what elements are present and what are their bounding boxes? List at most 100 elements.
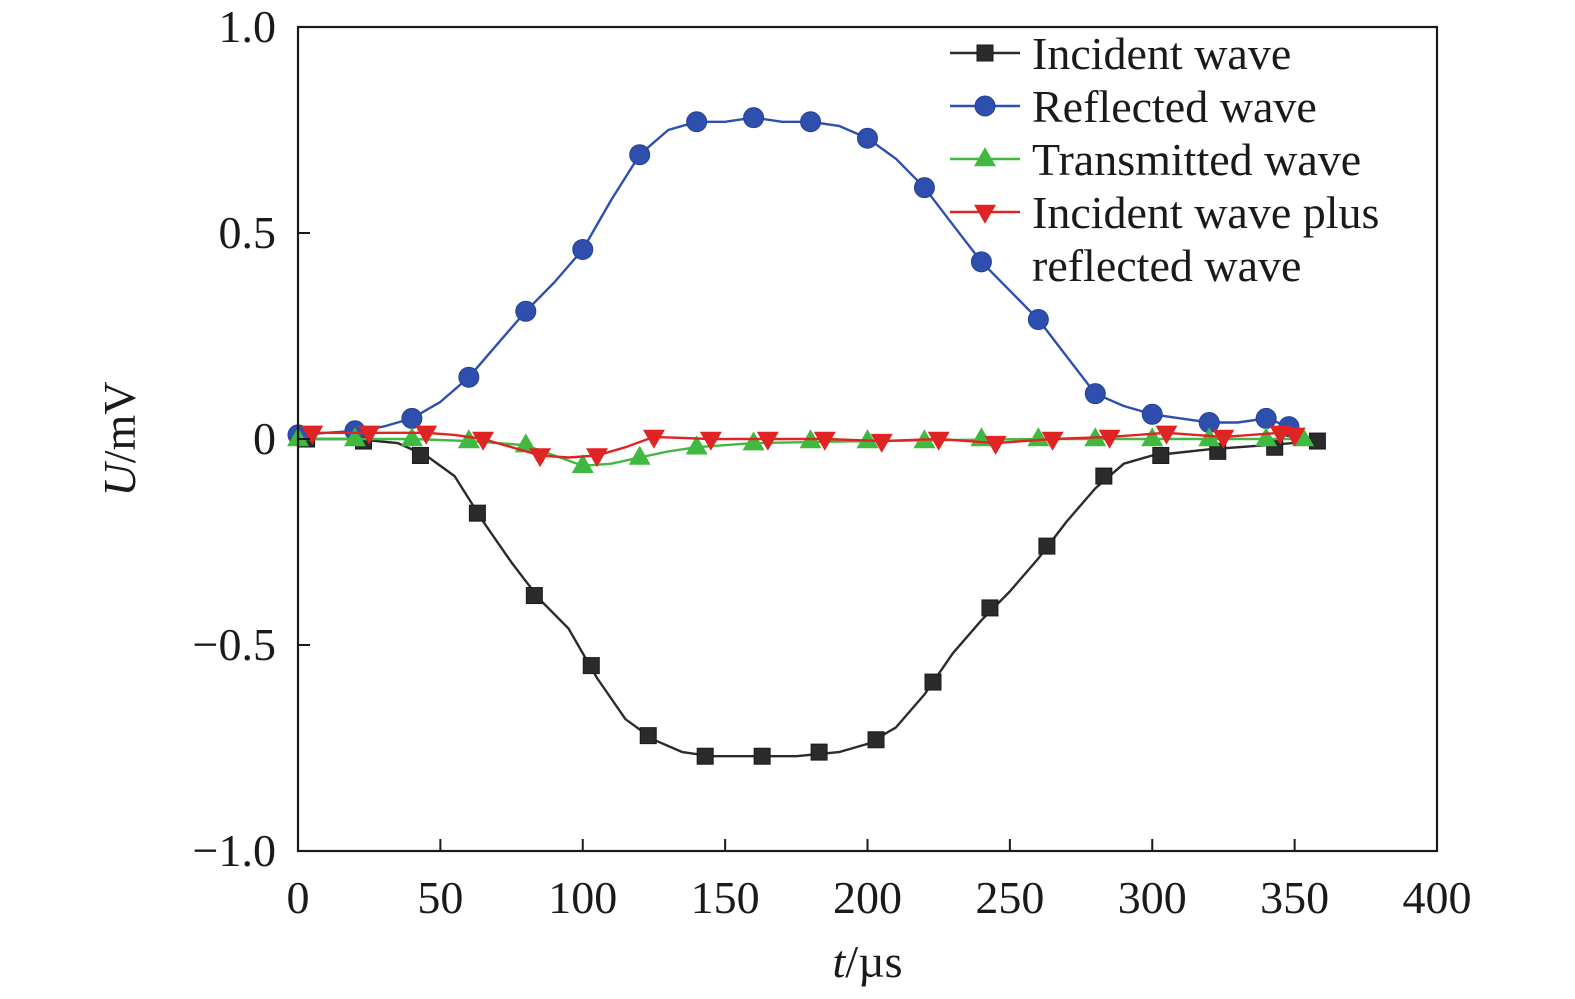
data-point [1141, 403, 1163, 425]
data-point [742, 431, 765, 451]
data-point [981, 599, 999, 617]
y-tick-label: −1.0 [193, 825, 276, 876]
data-point [514, 433, 537, 453]
data-point [810, 743, 828, 761]
data-point [415, 425, 438, 445]
data-point [468, 504, 486, 522]
y-tick-label: 1.0 [219, 1, 277, 52]
data-point [1212, 429, 1235, 449]
data-point [642, 429, 665, 449]
data-point [1283, 427, 1306, 447]
x-tick-label: 250 [975, 872, 1044, 923]
legend-marker-symbol [974, 95, 996, 117]
y-axis-label-unit: /mV [94, 381, 145, 463]
data-point [458, 366, 480, 388]
data-point [800, 111, 822, 133]
x-tick-label: 100 [548, 872, 617, 923]
legend-entry-reflected-wave: Reflected wave [950, 81, 1317, 132]
data-point [696, 747, 714, 765]
x-tick-label: 200 [833, 872, 902, 923]
x-tick-label: 400 [1403, 872, 1472, 923]
data-point [743, 107, 765, 129]
data-point [529, 448, 552, 468]
data-point [753, 747, 771, 765]
legend-marker-incident-plus-reflected [974, 204, 996, 224]
data-point [856, 429, 879, 449]
data-point [813, 431, 836, 451]
legend-label-incident-plus-reflected-line1: Incident wave plus [1032, 187, 1379, 238]
x-axis-label-unit: /µs [845, 936, 902, 987]
data-point [686, 111, 708, 133]
data-point [1141, 427, 1164, 447]
legend-marker-symbol [974, 147, 996, 167]
data-point [927, 431, 950, 451]
data-point [411, 446, 429, 464]
x-tick-label: 350 [1260, 872, 1329, 923]
data-point [1098, 429, 1121, 449]
data-point [870, 433, 893, 453]
data-point [639, 727, 657, 745]
data-point [1084, 383, 1106, 405]
data-point [1292, 427, 1315, 447]
x-tick-label: 50 [417, 872, 463, 923]
y-tick-label: 0.5 [219, 207, 277, 258]
data-point [343, 427, 366, 447]
data-point [457, 429, 480, 449]
data-point [984, 435, 1007, 455]
data-point [525, 587, 543, 605]
data-point [628, 445, 651, 465]
legend-marker-incident-wave [976, 44, 994, 62]
legend-label-incident-plus-reflected-line2: reflected wave [1032, 240, 1301, 291]
data-point [1152, 446, 1170, 464]
data-point [571, 454, 594, 473]
y-tick-label: 0 [253, 413, 276, 464]
legend-label-reflected-wave: Reflected wave [1032, 81, 1317, 132]
data-point [685, 435, 708, 455]
data-point [400, 427, 423, 447]
series-line [298, 437, 1318, 758]
data-point [358, 425, 381, 445]
data-point [1041, 431, 1064, 451]
legend-marker-symbol [974, 204, 996, 224]
legend-marker-reflected-wave [974, 95, 996, 117]
legend-entry-incident-plus-reflected: Incident wave plus reflected wave [950, 187, 1379, 291]
data-point [1038, 537, 1056, 555]
x-tick-label: 150 [691, 872, 760, 923]
plot-layer [287, 107, 1326, 765]
data-point [585, 448, 608, 468]
legend-marker-transmitted-wave [974, 147, 996, 167]
data-point [629, 144, 651, 166]
data-point [1255, 427, 1278, 447]
legend: Incident wave Reflected wave Transmitted… [950, 28, 1379, 291]
data-point [1155, 425, 1178, 445]
y-axis-label-variable: U [94, 461, 145, 497]
y-axis-label: U/mV [94, 381, 145, 496]
legend-entry-transmitted-wave: Transmitted wave [950, 134, 1361, 185]
data-point [913, 177, 935, 199]
data-point [301, 425, 324, 445]
data-point [857, 127, 878, 149]
data-point [924, 673, 942, 691]
legend-label-transmitted-wave: Transmitted wave [1032, 134, 1361, 185]
data-point [572, 238, 594, 260]
x-tick-label: 0 [287, 872, 310, 923]
data-point [1095, 467, 1113, 485]
series-incident-wave-plus-reflected-wave [301, 425, 1306, 468]
legend-entry-incident-wave: Incident wave [950, 28, 1291, 79]
ticks-layer: 0 50 100 150 200 250 300 350 400 −1.0 −0.5 0 0.5 1.0 [193, 1, 1472, 923]
data-point [867, 731, 885, 749]
data-point [756, 431, 779, 451]
data-point [699, 431, 722, 451]
data-point [472, 431, 495, 451]
series-incident-wave [298, 430, 1326, 765]
y-tick-label: −0.5 [193, 619, 276, 670]
data-point [515, 300, 537, 322]
data-point [401, 407, 423, 429]
data-point [582, 657, 600, 675]
x-axis-label-variable: t [833, 936, 847, 987]
data-point [1027, 309, 1049, 331]
x-tick-label: 300 [1118, 872, 1187, 923]
data-point [970, 251, 992, 273]
